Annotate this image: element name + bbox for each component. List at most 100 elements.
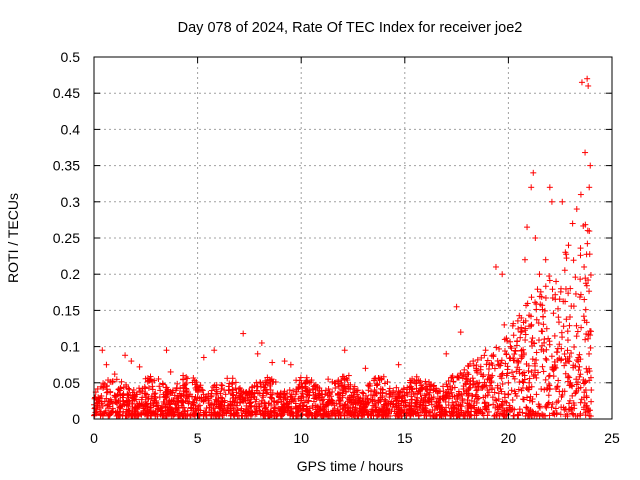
roti-point (379, 392, 386, 399)
roti-point (94, 402, 101, 409)
roti-point (168, 397, 175, 404)
roti-point (515, 386, 522, 393)
roti-point (302, 378, 309, 385)
roti-point (582, 409, 589, 416)
roti-point (499, 398, 506, 405)
roti-point (566, 358, 573, 365)
roti-point (226, 380, 233, 387)
roti-point (122, 352, 129, 359)
roti-point (175, 405, 182, 412)
roti-point (429, 406, 436, 413)
y-tick-label: 0.5 (61, 49, 81, 65)
roti-point (546, 277, 553, 284)
roti-point (460, 411, 467, 418)
roti-point (480, 412, 487, 419)
roti-point (564, 337, 571, 344)
roti-point (150, 409, 157, 416)
roti-point (422, 394, 429, 401)
roti-point (521, 256, 528, 263)
roti-point (440, 413, 447, 420)
roti-point (552, 296, 559, 303)
roti-point (474, 386, 481, 393)
roti-point (222, 391, 229, 398)
roti-point (253, 396, 260, 403)
roti-point (183, 385, 190, 392)
roti-point (523, 394, 530, 401)
roti-point (448, 374, 455, 381)
roti-point (264, 374, 271, 381)
roti-point (208, 392, 215, 399)
roti-point (540, 368, 547, 375)
roti-point (530, 169, 537, 176)
roti-point (576, 351, 583, 358)
data-points (91, 75, 595, 420)
roti-point (325, 376, 332, 383)
roti-point (322, 391, 329, 398)
roti-point (436, 402, 443, 409)
roti-point (443, 381, 450, 388)
roti-point (486, 382, 493, 389)
roti-point (528, 338, 535, 345)
roti-point (498, 357, 505, 364)
roti-point (151, 377, 158, 384)
roti-point (582, 378, 589, 385)
roti-point (488, 360, 495, 367)
roti-point (496, 345, 503, 352)
roti-point (525, 411, 532, 418)
y-tick-label: 0.25 (53, 230, 80, 246)
roti-point (283, 400, 290, 407)
roti-point (163, 384, 170, 391)
roti-point (449, 393, 456, 400)
roti-point (173, 395, 180, 402)
roti-point (376, 375, 383, 382)
roti-point (501, 348, 508, 355)
roti-point (577, 252, 584, 259)
roti-point (271, 409, 278, 416)
roti-point (522, 325, 529, 332)
roti-point (384, 406, 391, 413)
roti-point (567, 379, 574, 386)
roti-point (239, 391, 246, 398)
roti-point (494, 357, 501, 364)
roti-point (243, 390, 250, 397)
roti-point (587, 344, 594, 351)
roti-point (224, 375, 231, 382)
roti-point (403, 403, 410, 410)
roti-point (422, 407, 429, 414)
roti-point (464, 378, 471, 385)
roti-point (539, 342, 546, 349)
roti-point (210, 412, 217, 419)
roti-point (503, 351, 510, 358)
roti-point (460, 371, 467, 378)
roti-point (299, 383, 306, 390)
roti-point (420, 399, 427, 406)
roti-point (364, 396, 371, 403)
roti-point (217, 394, 224, 401)
roti-point (252, 409, 259, 416)
roti-point (586, 228, 593, 235)
roti-point (232, 395, 239, 402)
roti-point (154, 405, 161, 412)
roti-point (526, 397, 533, 404)
roti-point (576, 294, 583, 301)
roti-point (342, 389, 349, 396)
y-axis-label: ROTI / TECUs (5, 193, 21, 283)
roti-point (545, 381, 552, 388)
roti-point (508, 387, 515, 394)
roti-point (562, 406, 569, 413)
roti-point (268, 376, 275, 383)
roti-point (281, 358, 288, 365)
roti-point (315, 411, 322, 418)
roti-point (440, 383, 447, 390)
roti-point (524, 386, 531, 393)
roti-point (581, 317, 588, 324)
roti-point (200, 398, 207, 405)
roti-point (543, 325, 550, 332)
roti-point (249, 389, 256, 396)
roti-point (236, 394, 243, 401)
roti-point (556, 388, 563, 395)
roti-point (94, 385, 101, 392)
roti-point (294, 386, 301, 393)
roti-point (145, 412, 152, 419)
roti-point (150, 399, 157, 406)
